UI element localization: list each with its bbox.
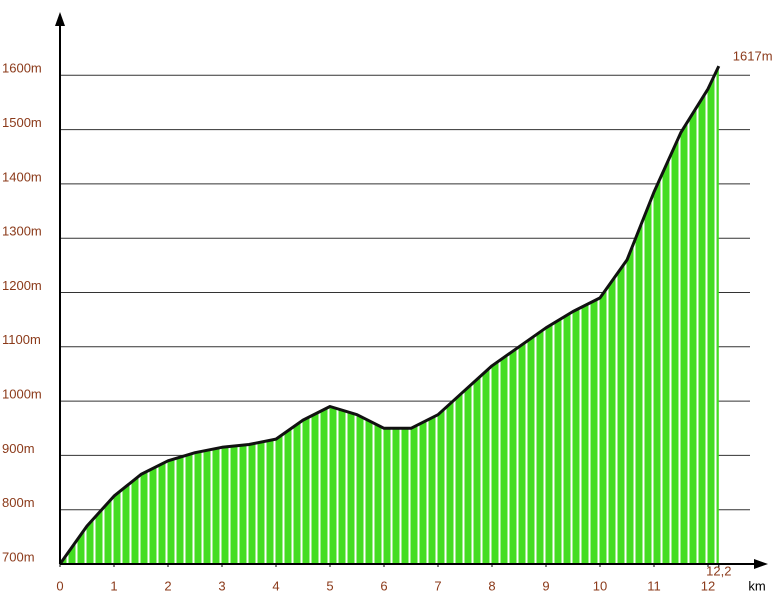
- x-tick-label: 9: [542, 578, 549, 593]
- x-tick-label: 0: [56, 578, 63, 593]
- x-tick-label: 10: [593, 578, 607, 593]
- y-tick-label: 800m: [2, 495, 35, 510]
- x-tick-label: 6: [380, 578, 387, 593]
- y-axis-arrow: [55, 12, 65, 26]
- y-tick-label: 900m: [2, 441, 35, 456]
- area: [60, 66, 719, 564]
- y-tick-label: 1300m: [2, 224, 42, 239]
- x-tick-label: 8: [488, 578, 495, 593]
- profile-line: [58, 65, 721, 565]
- x-tick-label: 12,2: [706, 563, 731, 578]
- y-tick-label: 1100m: [2, 332, 41, 347]
- x-tick-label: 5: [326, 578, 333, 593]
- x-tick-label: 12: [701, 578, 715, 593]
- x-axis-arrow: [754, 559, 768, 569]
- y-tick-label: 1200m: [2, 278, 42, 293]
- x-tick-label: 11: [647, 578, 661, 593]
- x-tick-label: 3: [218, 578, 225, 593]
- y-tick-label: 1600m: [2, 61, 42, 76]
- annotation: 1617m: [733, 49, 773, 64]
- x-tick-label: 7: [434, 578, 441, 593]
- x-tick-label: 4: [272, 578, 279, 593]
- y-tick-label: 1000m: [2, 387, 42, 402]
- x-tick-label: 2: [164, 578, 171, 593]
- y-tick-label: 1500m: [2, 115, 42, 130]
- x-tick-label: 1: [110, 578, 117, 593]
- y-tick-label: 1400m: [2, 169, 42, 184]
- x-axis-label: km: [748, 578, 765, 593]
- y-tick-label: 700m: [2, 549, 35, 564]
